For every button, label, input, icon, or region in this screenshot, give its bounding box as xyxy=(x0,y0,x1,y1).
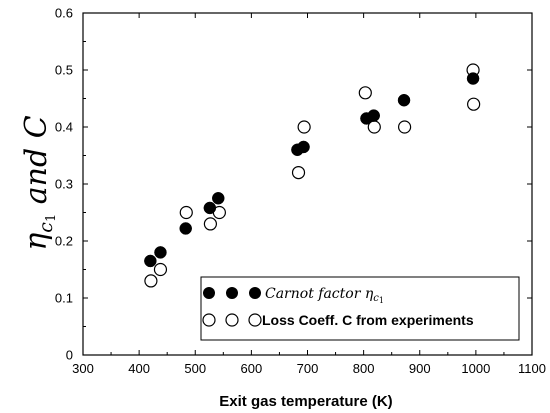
points-layer xyxy=(144,63,481,288)
y-axis-title-eta: η xyxy=(19,233,54,251)
y-tick-label: 0 xyxy=(66,348,73,363)
loss-coeff-point xyxy=(144,274,158,288)
carnot-factor-point xyxy=(466,72,480,85)
legend-marker-open-3 xyxy=(248,313,262,327)
y-axis-title: ηc1 and C xyxy=(19,115,59,250)
loss-coeff-point xyxy=(179,205,193,220)
x-axis-title: Exit gas temperature (K) xyxy=(219,393,392,410)
y-tick-label: 0.2 xyxy=(55,234,73,249)
x-tick-label: 800 xyxy=(353,361,375,376)
loss-coeff-point xyxy=(358,86,372,100)
legend-marker-filled-1 xyxy=(203,287,215,299)
legend-marker-filled-3 xyxy=(249,287,261,299)
loss-coeff-point xyxy=(397,120,412,134)
legend-label-carnot-eta: η xyxy=(365,286,374,302)
ticks-layer: 300 400 500 600 700 800 900 1000 1100 0 0.1 0.2 0.3 0… xyxy=(55,6,546,377)
plot-area-frame xyxy=(82,12,533,356)
carnot-factor-point xyxy=(397,93,411,107)
y-axis-title-subsub: 1 xyxy=(44,214,59,222)
x-tick-label: 700 xyxy=(297,361,319,376)
legend: Carnot factor ηc1 Loss Coeff. C from exp… xyxy=(200,276,520,341)
loss-coeff-point xyxy=(291,166,306,180)
x-tick-label: 1000 xyxy=(461,361,490,376)
carnot-factor-point xyxy=(144,254,157,268)
carnot-factor-point xyxy=(154,246,167,259)
carnot-factor-point xyxy=(297,140,310,154)
loss-coeff-point xyxy=(203,217,218,231)
y-tick-label: 0.6 xyxy=(55,6,73,21)
carnot-factor-point xyxy=(367,109,380,122)
legend-marker-open-1 xyxy=(202,313,216,327)
y-tick-label: 0.4 xyxy=(55,120,73,135)
x-tick-label: 600 xyxy=(241,361,263,376)
loss-coeff-point xyxy=(297,120,311,134)
legend-label-carnot-sub: c xyxy=(373,293,379,304)
legend-marker-open-2 xyxy=(225,313,239,327)
carnot-factor-point xyxy=(179,222,192,235)
x-tick-label: 1100 xyxy=(518,361,546,376)
legend-label-carnot-text: Carnot factor xyxy=(265,286,365,302)
x-tick-label: 300 xyxy=(72,361,94,376)
x-tick-label: 400 xyxy=(128,361,150,376)
legend-marker-filled-2 xyxy=(226,287,238,299)
loss-coeff-point xyxy=(153,262,168,277)
y-axis-title-sub: c xyxy=(35,222,57,233)
loss-coeff-point xyxy=(467,97,481,111)
carnot-factor-point xyxy=(212,192,225,205)
y-axis-title-rest: and C xyxy=(19,115,54,213)
y-tick-label: 0.1 xyxy=(55,291,73,306)
legend-label-carnot-subsub: 1 xyxy=(379,296,384,305)
y-tick-label: 0.3 xyxy=(55,177,73,192)
carnot-factor-point xyxy=(203,201,217,215)
y-tick-label: 0.5 xyxy=(55,63,73,78)
legend-label-carnot: Carnot factor ηc1 xyxy=(265,286,384,305)
x-tick-label: 900 xyxy=(409,361,431,376)
legend-label-loss: Loss Coeff. C from experiments xyxy=(262,312,474,328)
x-tick-label: 500 xyxy=(184,361,206,376)
